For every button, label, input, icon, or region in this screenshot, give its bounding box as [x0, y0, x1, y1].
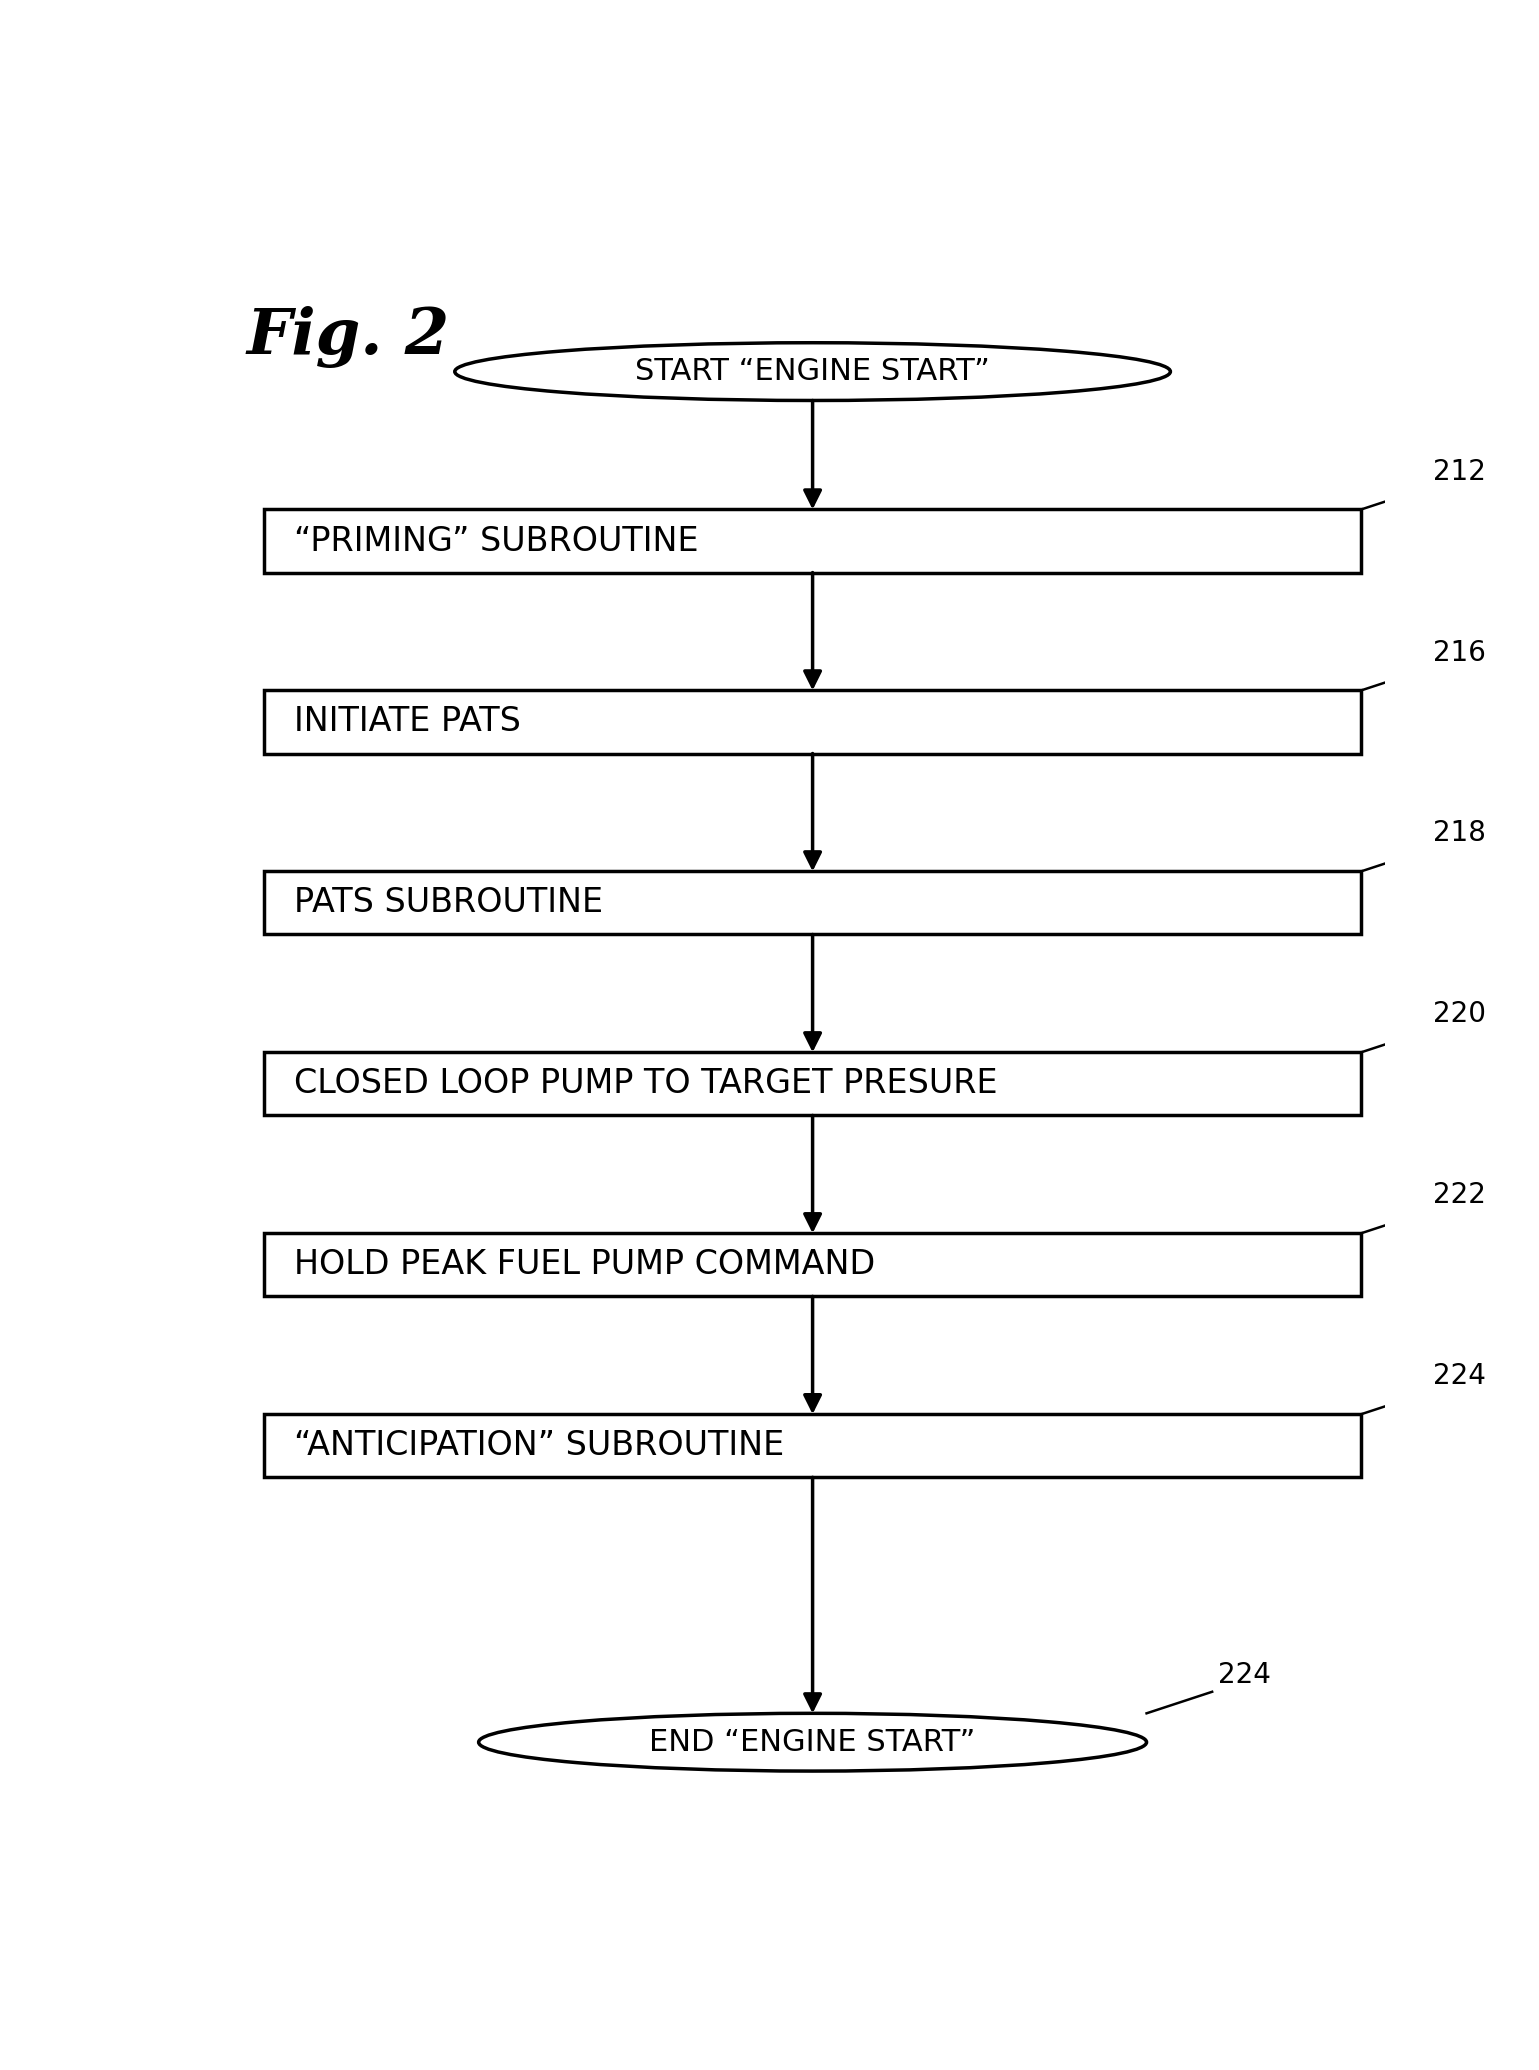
Ellipse shape — [456, 344, 1171, 400]
FancyBboxPatch shape — [265, 1414, 1362, 1478]
Text: “PRIMING” SUBROUTINE: “PRIMING” SUBROUTINE — [294, 524, 699, 557]
Text: 220: 220 — [1433, 1000, 1485, 1029]
Text: PATS SUBROUTINE: PATS SUBROUTINE — [294, 886, 603, 919]
Text: Fig. 2: Fig. 2 — [246, 306, 449, 368]
Text: END “ENGINE START”: END “ENGINE START” — [649, 1728, 976, 1757]
Text: HOLD PEAK FUEL PUMP COMMAND: HOLD PEAK FUEL PUMP COMMAND — [294, 1248, 876, 1281]
Text: 216: 216 — [1433, 638, 1485, 667]
Text: 222: 222 — [1433, 1182, 1485, 1209]
FancyBboxPatch shape — [265, 1234, 1362, 1296]
FancyBboxPatch shape — [265, 509, 1362, 573]
Text: 224: 224 — [1219, 1662, 1271, 1689]
Text: INITIATE PATS: INITIATE PATS — [294, 706, 520, 739]
Text: “ANTICIPATION” SUBROUTINE: “ANTICIPATION” SUBROUTINE — [294, 1428, 783, 1461]
Text: 212: 212 — [1433, 457, 1485, 486]
Text: 224: 224 — [1433, 1362, 1485, 1391]
Text: 218: 218 — [1433, 820, 1485, 847]
Text: CLOSED LOOP PUMP TO TARGET PRESURE: CLOSED LOOP PUMP TO TARGET PRESURE — [294, 1068, 997, 1101]
Text: START “ENGINE START”: START “ENGINE START” — [636, 358, 990, 387]
FancyBboxPatch shape — [265, 1052, 1362, 1116]
FancyBboxPatch shape — [265, 691, 1362, 753]
Ellipse shape — [479, 1714, 1147, 1772]
FancyBboxPatch shape — [265, 871, 1362, 934]
